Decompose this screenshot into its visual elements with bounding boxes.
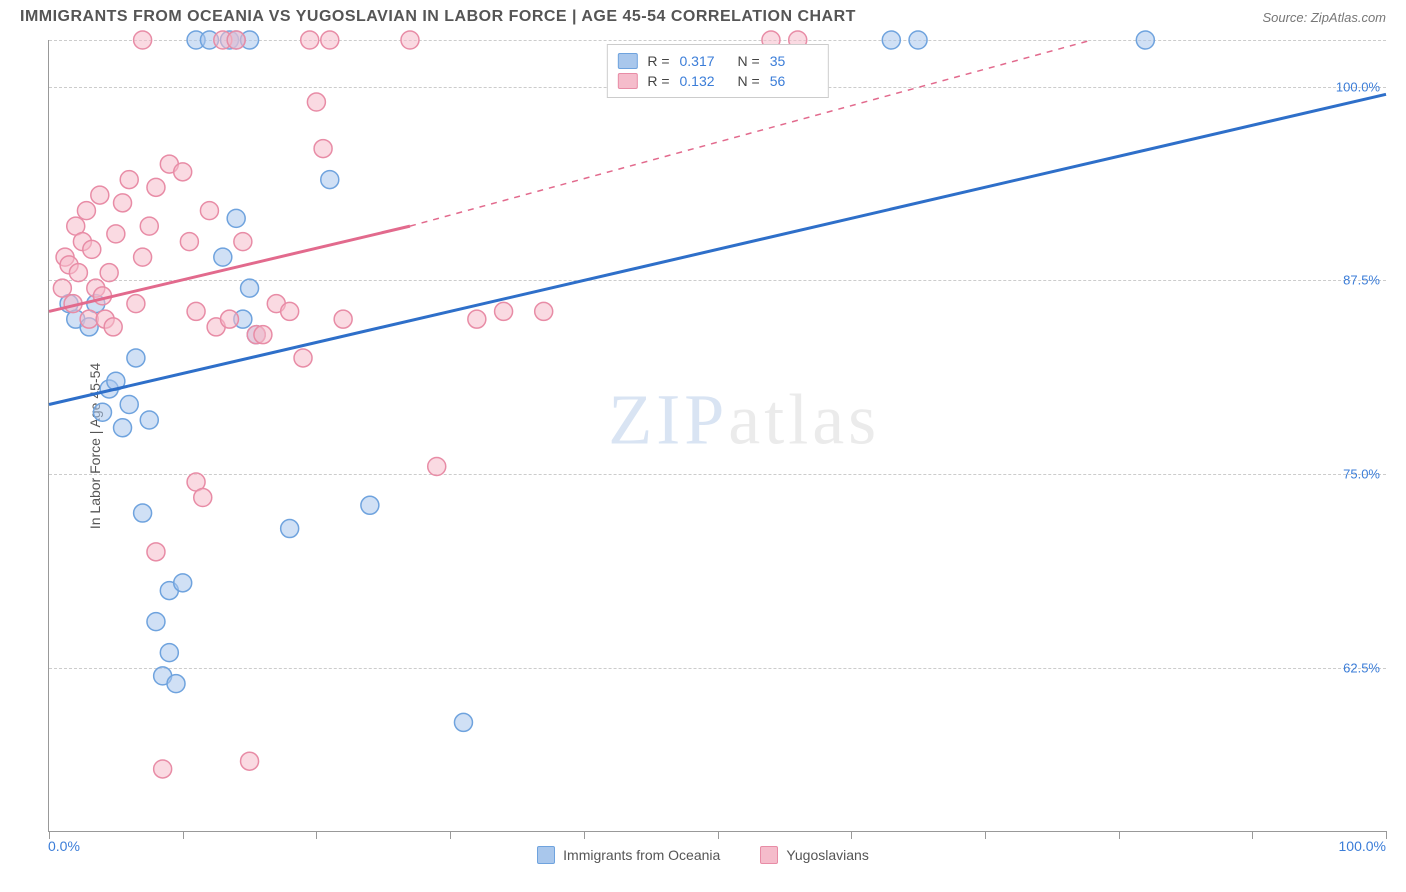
data-point (160, 644, 178, 662)
y-tick-label: 62.5% (1343, 661, 1380, 676)
data-point (314, 140, 332, 158)
data-point (214, 248, 232, 266)
data-point (100, 264, 118, 282)
legend-r-value: 0.132 (680, 73, 728, 89)
data-point (220, 310, 238, 328)
data-point (882, 31, 900, 49)
legend-swatch (537, 846, 555, 864)
data-point (91, 186, 109, 204)
legend-n-value: 56 (770, 73, 818, 89)
data-point (454, 713, 472, 731)
data-point (227, 209, 245, 227)
data-point (307, 93, 325, 111)
legend-row: R = 0.317 N = 35 (617, 51, 817, 71)
regression-line (49, 94, 1386, 404)
data-point (147, 543, 165, 561)
data-point (174, 163, 192, 181)
data-point (174, 574, 192, 592)
data-point (104, 318, 122, 336)
data-point (294, 349, 312, 367)
data-point (120, 171, 138, 189)
data-point (227, 31, 245, 49)
data-point (69, 264, 87, 282)
legend-n-label: N = (738, 73, 760, 89)
data-point (194, 489, 212, 507)
data-point (127, 349, 145, 367)
data-point (428, 458, 446, 476)
data-point (107, 225, 125, 243)
scatter-svg (49, 40, 1386, 831)
data-point (281, 520, 299, 538)
data-point (180, 233, 198, 251)
data-point (334, 310, 352, 328)
data-point (140, 217, 158, 235)
data-point (301, 31, 319, 49)
data-point (114, 194, 132, 212)
data-point (909, 31, 927, 49)
data-point (241, 752, 259, 770)
data-point (53, 279, 71, 297)
data-point (495, 302, 513, 320)
data-point (187, 302, 205, 320)
data-point (254, 326, 272, 344)
source-attribution: Source: ZipAtlas.com (1262, 10, 1386, 25)
legend-item: Immigrants from Oceania (537, 846, 720, 864)
legend-r-value: 0.317 (680, 53, 728, 69)
data-point (134, 504, 152, 522)
data-point (1136, 31, 1154, 49)
data-point (200, 202, 218, 220)
legend-item: Yugoslavians (760, 846, 869, 864)
data-point (281, 302, 299, 320)
title-bar: IMMIGRANTS FROM OCEANIA VS YUGOSLAVIAN I… (0, 0, 1406, 30)
plot-area: ZIPatlas R = 0.317N = 35R = 0.132N = 56 … (48, 40, 1386, 832)
data-point (93, 403, 111, 421)
data-point (535, 302, 553, 320)
data-point (468, 310, 486, 328)
data-point (361, 496, 379, 514)
data-point (321, 171, 339, 189)
data-point (77, 202, 95, 220)
bottom-legend: Immigrants from Oceania Yugoslavians (0, 846, 1406, 864)
x-tick (1386, 831, 1387, 839)
correlation-legend: R = 0.317 N = 35 R = 0.132 N = 56 (606, 44, 828, 98)
data-point (127, 295, 145, 313)
data-point (401, 31, 419, 49)
data-point (134, 31, 152, 49)
data-point (167, 675, 185, 693)
data-point (147, 613, 165, 631)
data-point (147, 178, 165, 196)
legend-label: Yugoslavians (786, 847, 869, 863)
data-point (134, 248, 152, 266)
data-point (114, 419, 132, 437)
y-tick-label: 100.0% (1336, 79, 1380, 94)
data-point (120, 395, 138, 413)
legend-r-label: R = (647, 53, 669, 69)
data-point (154, 760, 172, 778)
legend-n-value: 35 (770, 53, 818, 69)
legend-r-label: R = (647, 73, 669, 89)
data-point (83, 240, 101, 258)
legend-swatch (760, 846, 778, 864)
y-tick-label: 87.5% (1343, 273, 1380, 288)
data-point (234, 233, 252, 251)
data-point (321, 31, 339, 49)
y-tick-label: 75.0% (1343, 467, 1380, 482)
legend-label: Immigrants from Oceania (563, 847, 720, 863)
legend-swatch (617, 53, 637, 69)
legend-n-label: N = (738, 53, 760, 69)
chart-title: IMMIGRANTS FROM OCEANIA VS YUGOSLAVIAN I… (20, 8, 856, 26)
legend-row: R = 0.132 N = 56 (617, 71, 817, 91)
data-point (241, 279, 259, 297)
data-point (140, 411, 158, 429)
legend-swatch (617, 73, 637, 89)
